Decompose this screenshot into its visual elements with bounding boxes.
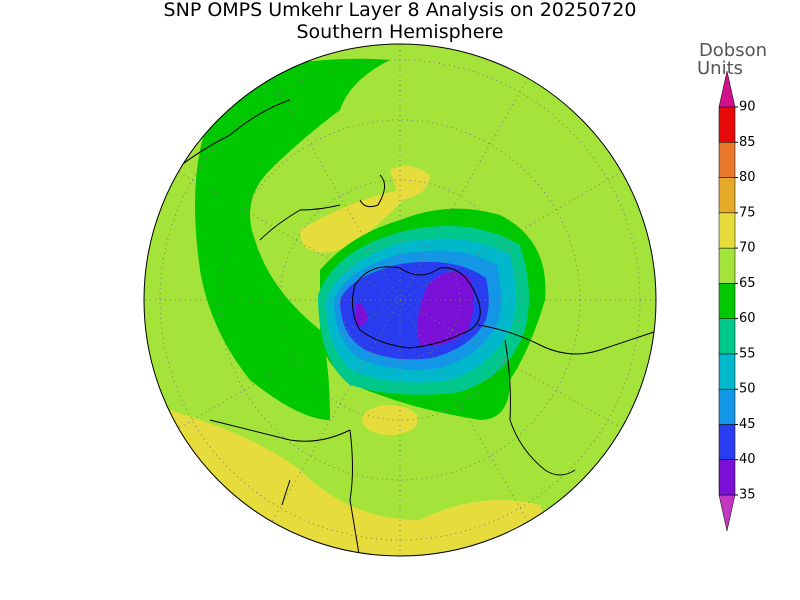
field-75-blob2 xyxy=(390,166,430,200)
colorbar-tick-label: 85 xyxy=(739,135,756,150)
graticule xyxy=(144,44,656,556)
colorbar-segment xyxy=(718,142,736,178)
subtitle: Southern Hemisphere xyxy=(296,21,503,43)
colorbar-tick-label: 65 xyxy=(739,276,756,291)
field-75-blob xyxy=(300,172,423,253)
colorbar-segment xyxy=(718,247,736,284)
field-65-band xyxy=(195,58,390,420)
colorbar-tick-label: 60 xyxy=(739,311,756,326)
colorbar-segment xyxy=(718,424,736,460)
colorbar-segment xyxy=(718,212,736,249)
colorbar-tick-label: 35 xyxy=(739,488,756,503)
colorbar-tick-label: 90 xyxy=(739,100,756,115)
colorbar-segment xyxy=(718,318,736,355)
field-40b xyxy=(355,303,368,327)
colorbar-segment xyxy=(718,283,736,319)
colorbar-tick-label: 40 xyxy=(739,452,756,467)
colorbar-segment xyxy=(718,177,736,214)
colorbar-segment xyxy=(718,388,736,425)
colorbar-under xyxy=(718,494,736,532)
title: SNP OMPS Umkehr Layer 8 Analysis on 2025… xyxy=(164,0,637,21)
colorbar-tick-label: 75 xyxy=(739,205,756,220)
colorbar-tick-label: 80 xyxy=(739,170,756,185)
field-65-blob xyxy=(297,340,327,364)
colorbar-tick-label: 45 xyxy=(739,417,756,432)
colorbar-segment xyxy=(718,106,736,143)
colorbar-tick-label: 55 xyxy=(739,346,756,361)
colorbar-over xyxy=(718,70,736,108)
colorbar-tick-label: 70 xyxy=(739,241,756,256)
field-40 xyxy=(417,271,474,346)
map-border xyxy=(143,43,657,557)
colorbar-tick-label: 50 xyxy=(739,382,756,397)
colorbar-label: Dobson xyxy=(699,40,767,61)
colorbar-segment xyxy=(718,459,736,496)
field-75-blob3 xyxy=(362,405,418,435)
map xyxy=(144,44,656,556)
colorbar-label: Units xyxy=(697,58,743,79)
coastlines xyxy=(174,99,656,556)
colorbar: 35 40 45 50 55 60 65 70 75 80 85 90 xyxy=(718,70,756,532)
colorbar-segment xyxy=(718,353,736,390)
